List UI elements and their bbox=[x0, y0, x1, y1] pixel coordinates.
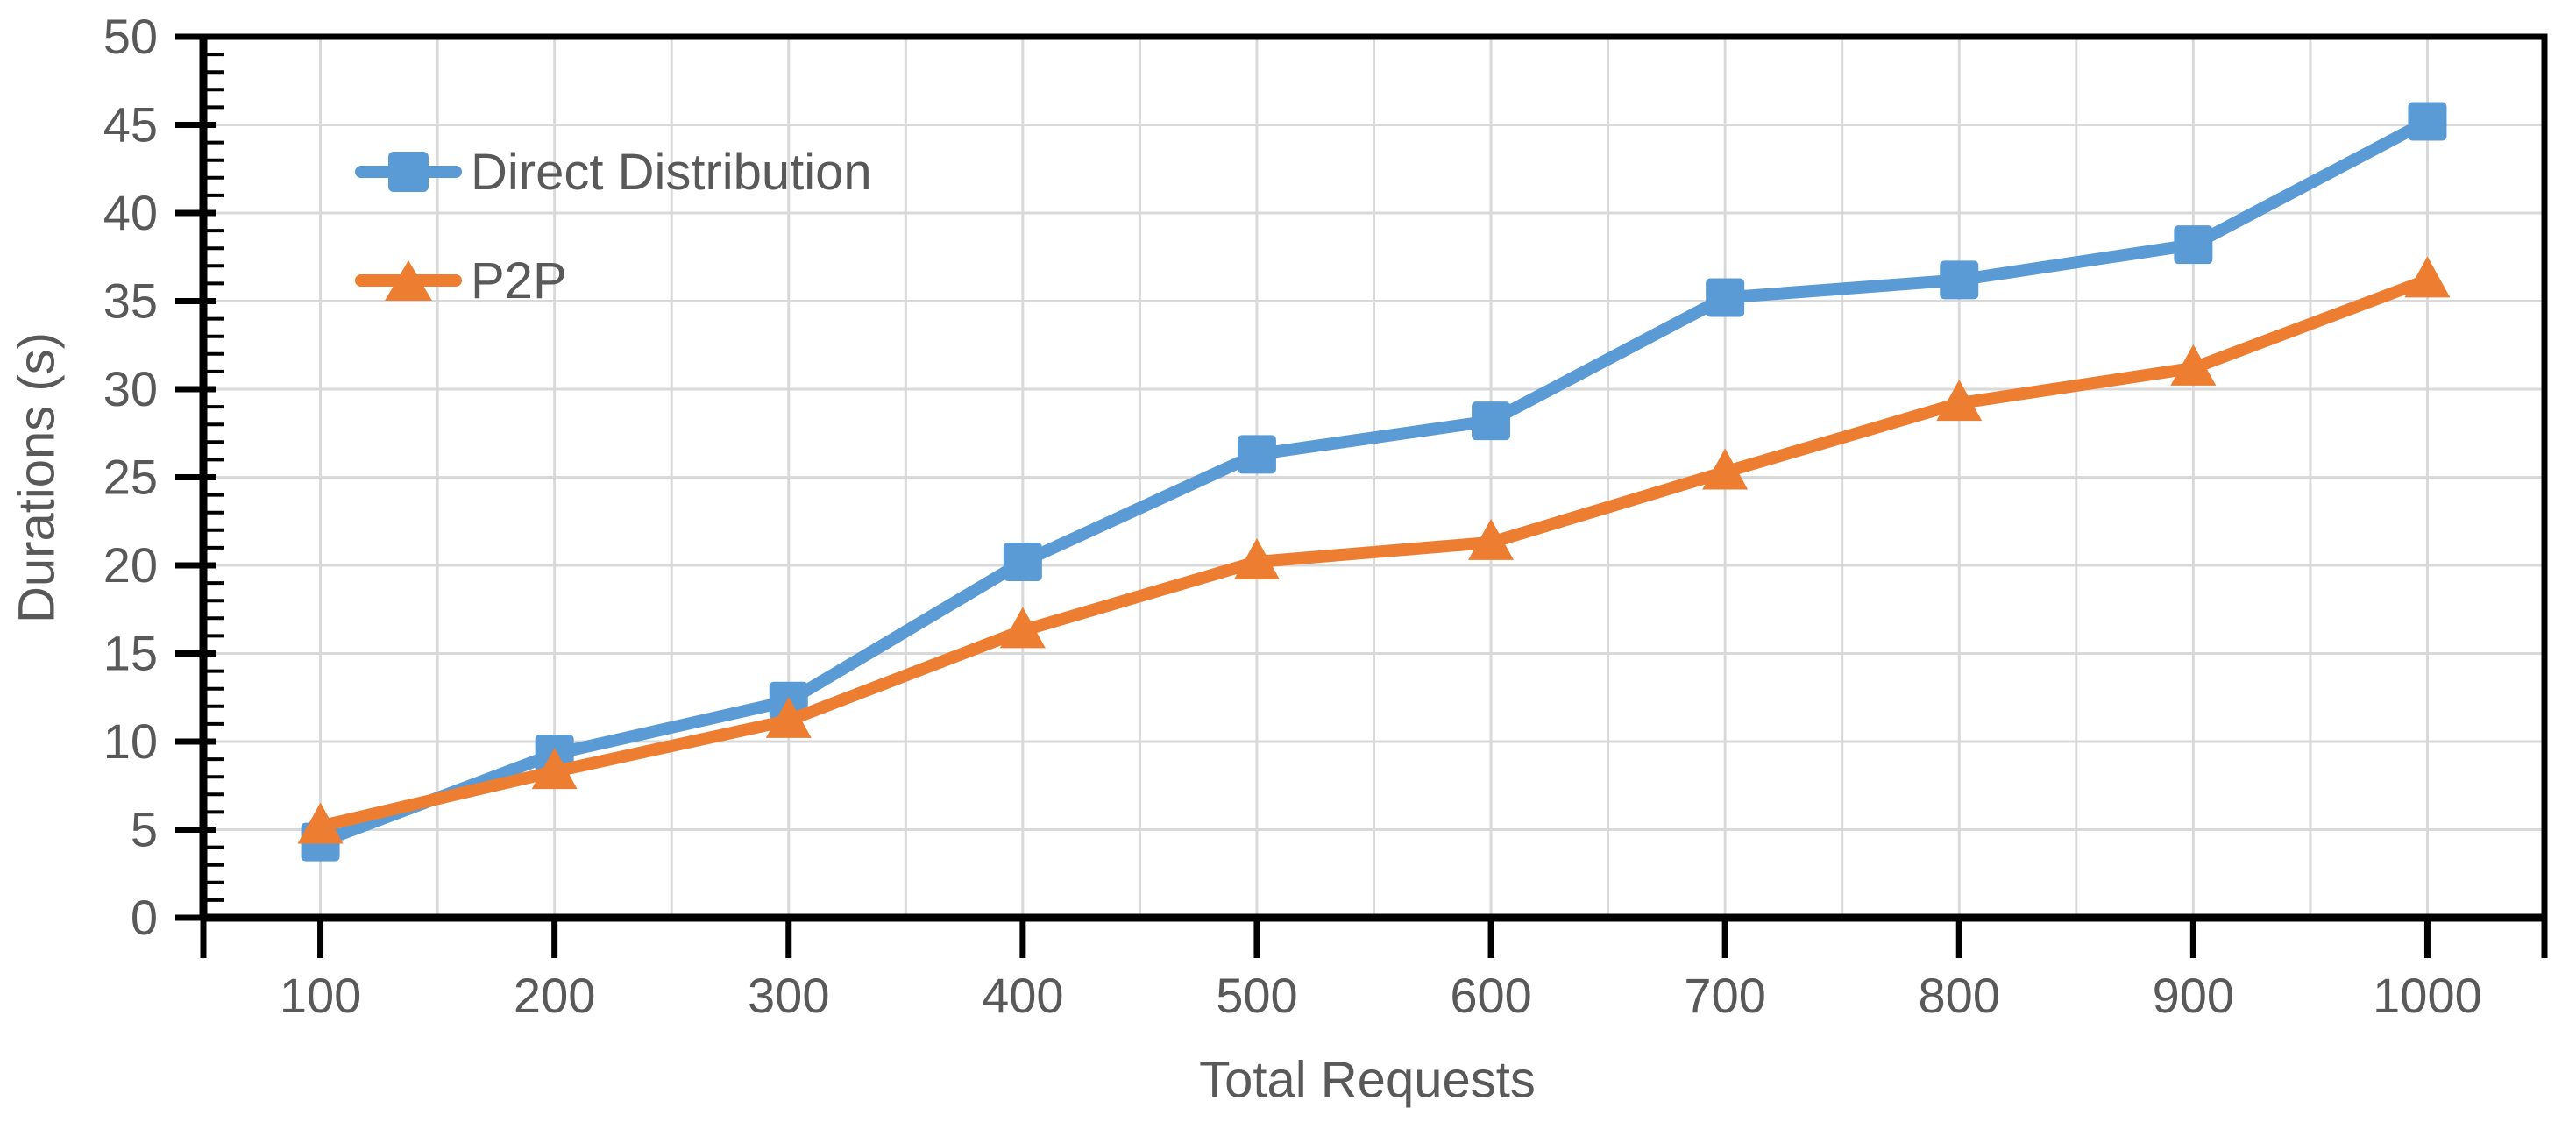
square-marker-icon bbox=[1940, 260, 1979, 300]
x-tick-label: 1000 bbox=[2373, 968, 2482, 1023]
triangle-marker-icon bbox=[1233, 537, 1280, 579]
triangle-marker-icon bbox=[1468, 518, 1515, 560]
square-marker-icon bbox=[1472, 401, 1511, 441]
y-axis-ticks bbox=[175, 33, 224, 921]
x-tick-label: 500 bbox=[1216, 968, 1297, 1023]
x-axis-title: Total Requests bbox=[1199, 1051, 1536, 1109]
triangle-marker-icon bbox=[2404, 256, 2451, 298]
triangle-marker-icon bbox=[1936, 380, 1983, 422]
x-tick-label: 200 bbox=[514, 968, 595, 1023]
legend: Direct Distribution P2P bbox=[355, 140, 872, 312]
triangle-marker-icon bbox=[531, 748, 578, 790]
triangle-marker-icon bbox=[297, 802, 344, 844]
y-tick-label: 50 bbox=[103, 9, 158, 64]
legend-label-direct-distribution: Direct Distribution bbox=[471, 143, 872, 201]
y-tick-label: 20 bbox=[103, 537, 158, 593]
x-tick-label: 600 bbox=[1450, 968, 1531, 1023]
x-tick-label: 300 bbox=[748, 968, 829, 1023]
x-tick-label: 900 bbox=[2153, 968, 2234, 1023]
legend-label-p2p: P2P bbox=[471, 252, 567, 309]
y-tick-label: 30 bbox=[103, 361, 158, 416]
y-tick-label: 10 bbox=[103, 714, 158, 769]
triangle-marker-icon bbox=[385, 260, 432, 301]
triangle-marker-icon bbox=[765, 696, 812, 738]
square-marker-icon bbox=[1003, 542, 1042, 581]
square-marker-icon bbox=[2174, 225, 2213, 265]
y-tick-labels: 0 5 10 15 20 25 30 35 40 45 50 bbox=[103, 9, 158, 945]
x-tick-label: 100 bbox=[280, 968, 361, 1023]
y-axis-title: Durations (s) bbox=[8, 332, 66, 623]
y-tick-label: 40 bbox=[103, 185, 158, 240]
y-tick-label: 15 bbox=[103, 626, 158, 681]
y-tick-label: 5 bbox=[131, 802, 158, 857]
triangle-marker-icon bbox=[2170, 344, 2217, 386]
square-marker-icon bbox=[1706, 278, 1745, 317]
triangle-marker-icon bbox=[1702, 448, 1749, 490]
x-axis-ticks bbox=[200, 918, 2548, 958]
series-p2p bbox=[297, 256, 2451, 844]
y-tick-label: 25 bbox=[103, 450, 158, 505]
legend-item-direct-distribution: Direct Distribution bbox=[355, 140, 872, 203]
y-tick-label: 0 bbox=[131, 890, 158, 945]
square-marker-icon bbox=[388, 152, 429, 192]
x-tick-label: 800 bbox=[1919, 968, 2000, 1023]
x-tick-label: 400 bbox=[982, 968, 1063, 1023]
y-tick-label: 35 bbox=[103, 273, 158, 329]
x-tick-label: 700 bbox=[1684, 968, 1765, 1023]
square-marker-icon bbox=[1237, 435, 1276, 474]
legend-item-p2p: P2P bbox=[355, 249, 872, 312]
square-marker-icon bbox=[2408, 102, 2447, 141]
triangle-marker-icon bbox=[999, 607, 1046, 649]
legend-swatch-direct-distribution bbox=[355, 140, 462, 203]
x-tick-labels: 100 200 300 400 500 600 700 800 900 1000 bbox=[280, 968, 2482, 1023]
legend-swatch-p2p bbox=[355, 249, 462, 312]
y-tick-label: 45 bbox=[103, 97, 158, 153]
vertical-gridlines bbox=[319, 37, 2429, 918]
